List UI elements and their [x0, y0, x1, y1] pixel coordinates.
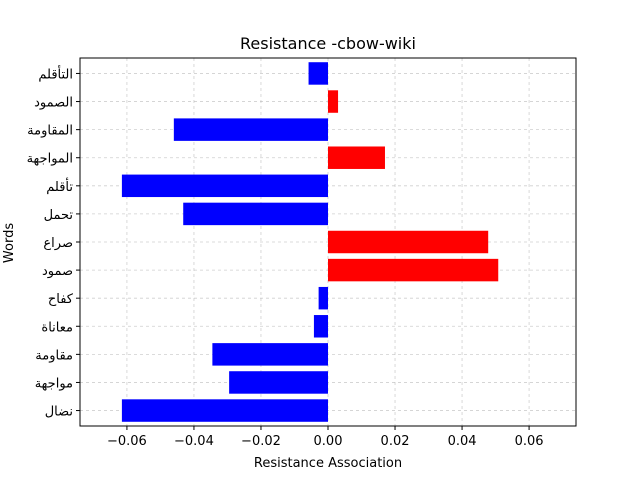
bar	[313, 315, 328, 338]
x-tick-label: −0.02	[241, 434, 281, 449]
x-axis-label: Resistance Association	[254, 456, 402, 471]
y-tick-label: تحمل	[44, 208, 74, 223]
y-tick-label: مواجهة	[35, 376, 73, 391]
bar	[121, 174, 328, 198]
y-tick-label: صراع	[43, 236, 73, 251]
bar	[318, 286, 328, 310]
y-tick-label: معاناة	[41, 320, 73, 335]
y-ticks: نضال مواجهة مقاومة معاناة كفاح صمود صراع تحمل تأ…	[27, 64, 80, 420]
x-tick-label: 0.04	[448, 434, 477, 449]
bar	[328, 146, 385, 169]
bar	[308, 62, 328, 85]
bar	[121, 399, 328, 422]
x-tick-label: 0.02	[381, 434, 410, 449]
y-axis-label: Words	[2, 223, 17, 263]
x-tick-label: −0.04	[174, 434, 214, 449]
y-tick-label: تأقلم	[46, 177, 73, 195]
y-tick-label: نضال	[45, 405, 73, 420]
bar	[328, 230, 489, 254]
y-tick-label: مقاومة	[35, 348, 73, 363]
bar	[212, 343, 328, 366]
y-tick-label: التأقلم	[38, 64, 73, 82]
y-tick-label: المقاومة	[27, 124, 73, 139]
x-tick-label: 0.00	[314, 434, 343, 449]
x-tick-label: 0.06	[515, 434, 544, 449]
y-tick-label: صمود	[42, 264, 73, 279]
bar	[328, 258, 499, 282]
x-tick-label: −0.06	[107, 434, 147, 449]
y-tick-label: الصمود	[34, 96, 73, 111]
bar	[328, 90, 339, 113]
x-ticks: −0.06 −0.04 −0.02 0.00 0.02 0.04 0.06	[107, 426, 544, 449]
y-tick-label: كفاح	[48, 292, 74, 307]
bar-layer	[121, 62, 499, 422]
chart-title: Resistance -cbow-wiki	[240, 34, 416, 53]
y-tick-label: المواجهة	[27, 152, 73, 167]
bar	[183, 202, 328, 226]
bar	[173, 118, 328, 141]
bar	[229, 371, 328, 394]
